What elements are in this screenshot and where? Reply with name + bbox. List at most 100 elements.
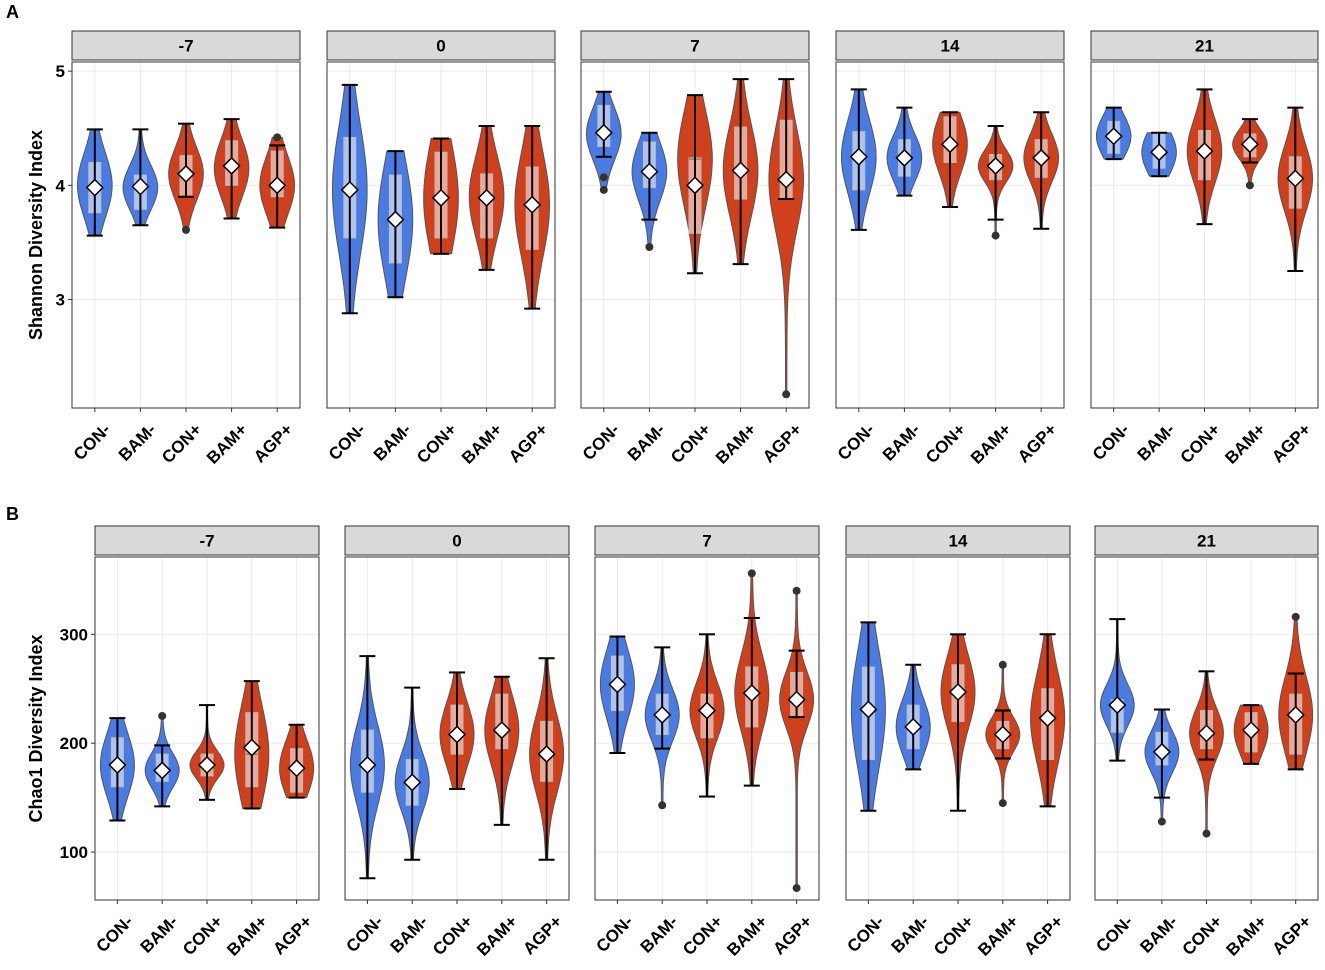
outlier <box>1291 612 1300 621</box>
mean-marker <box>431 188 451 207</box>
strip <box>845 525 1071 556</box>
x-tick-label: BAM+ <box>712 420 760 468</box>
outlier <box>991 231 1000 240</box>
y-tick-label: 300 <box>60 625 88 644</box>
x-tick-label: BAM- <box>137 912 182 957</box>
mean-marker <box>731 161 750 180</box>
outlier <box>182 225 190 234</box>
x-tick-label: BAM- <box>387 912 432 957</box>
x-tick-label: AGP+ <box>1020 912 1067 959</box>
outlier <box>998 660 1007 669</box>
mean-marker <box>685 176 705 195</box>
x-tick-label: CON+ <box>930 912 977 959</box>
x-tick-label: BAM- <box>637 912 682 957</box>
y-tick-label: 200 <box>60 734 88 753</box>
x-tick-label: BAM+ <box>203 420 251 468</box>
mean-marker <box>1197 724 1216 743</box>
y-tick-label: 5 <box>56 62 65 81</box>
strip-label: 0 <box>452 532 461 551</box>
mean-marker <box>1038 709 1057 728</box>
strip <box>1090 30 1319 61</box>
x-tick-label: CON+ <box>1179 912 1226 959</box>
mean-marker <box>176 164 196 183</box>
strip <box>835 30 1065 61</box>
strip-label: 0 <box>436 37 445 56</box>
x-tick-label: BAM- <box>1136 912 1181 957</box>
mean-marker <box>1286 705 1305 724</box>
mean-marker <box>477 188 496 207</box>
x-tick-label: AGP+ <box>250 420 297 467</box>
x-tick-label: CON+ <box>667 420 714 467</box>
strip <box>1094 525 1319 556</box>
mean-marker <box>1108 696 1127 715</box>
outlier <box>747 569 756 578</box>
strip-label: 7 <box>702 532 711 551</box>
outlier <box>792 586 801 595</box>
x-tick-label: CON- <box>1092 912 1136 956</box>
panel-border <box>94 556 320 901</box>
x-tick-label: CON+ <box>429 912 476 959</box>
mean-marker <box>403 773 422 792</box>
x-tick-label: BAM- <box>624 420 669 465</box>
mean-marker <box>777 170 796 189</box>
panel-letter: B <box>6 504 19 524</box>
x-tick-label: AGP+ <box>519 912 566 959</box>
panel-border <box>580 61 810 409</box>
x-tick-label: CON- <box>70 420 114 464</box>
mean-marker <box>859 700 878 719</box>
mean-marker <box>108 755 127 775</box>
mean-marker <box>447 725 467 744</box>
x-tick-label: CON+ <box>679 912 726 959</box>
panel-border <box>71 61 301 409</box>
mean-marker <box>358 755 377 775</box>
outlier <box>273 133 282 142</box>
y-axis-label: Shannon Diversity Index <box>26 130 46 340</box>
x-tick-label: CON- <box>834 420 878 464</box>
outlier <box>158 711 167 720</box>
strip-label: 21 <box>1195 37 1214 56</box>
x-tick-label: CON+ <box>179 912 226 959</box>
x-tick-label: BAM- <box>1134 420 1179 465</box>
outlier <box>782 390 791 399</box>
mean-marker <box>1032 148 1051 167</box>
x-tick-label: CON- <box>844 912 888 956</box>
mean-marker <box>1240 135 1259 154</box>
mean-marker <box>131 177 150 196</box>
mean-marker <box>1286 169 1305 188</box>
x-tick-label: BAM- <box>115 420 160 465</box>
y-axis-label: Chao1 Diversity Index <box>26 634 46 822</box>
outlier <box>599 173 608 182</box>
strip-label: 7 <box>690 37 699 56</box>
panel-border <box>344 556 570 901</box>
mean-marker <box>904 717 923 736</box>
strip <box>94 525 320 556</box>
mean-marker <box>640 162 659 181</box>
outlier <box>792 884 801 893</box>
x-tick-label: CON- <box>343 912 387 956</box>
x-tick-label: BAM- <box>879 420 924 465</box>
x-tick-label: BAM- <box>888 912 933 957</box>
y-tick-label: 4 <box>56 176 66 195</box>
strip-label: 21 <box>1197 532 1216 551</box>
outlier <box>1245 181 1254 190</box>
outlier <box>599 185 608 194</box>
x-tick-label: BAM+ <box>1221 420 1269 468</box>
mean-marker <box>197 755 217 775</box>
panel-border <box>326 61 556 409</box>
mean-marker <box>1104 127 1123 146</box>
x-tick-label: CON+ <box>158 420 205 467</box>
strip <box>326 30 556 61</box>
x-tick-label: BAM+ <box>974 912 1022 960</box>
mean-marker <box>787 690 806 709</box>
y-tick-label: 3 <box>56 291 65 310</box>
x-tick-label: AGP+ <box>505 420 552 467</box>
mean-marker <box>340 180 359 199</box>
mean-marker <box>993 725 1012 744</box>
strip-label: -7 <box>178 37 193 56</box>
panel-border <box>1094 556 1319 901</box>
mean-marker <box>386 210 405 229</box>
strip <box>71 30 301 61</box>
mean-marker <box>287 759 306 778</box>
mean-marker <box>653 705 672 724</box>
